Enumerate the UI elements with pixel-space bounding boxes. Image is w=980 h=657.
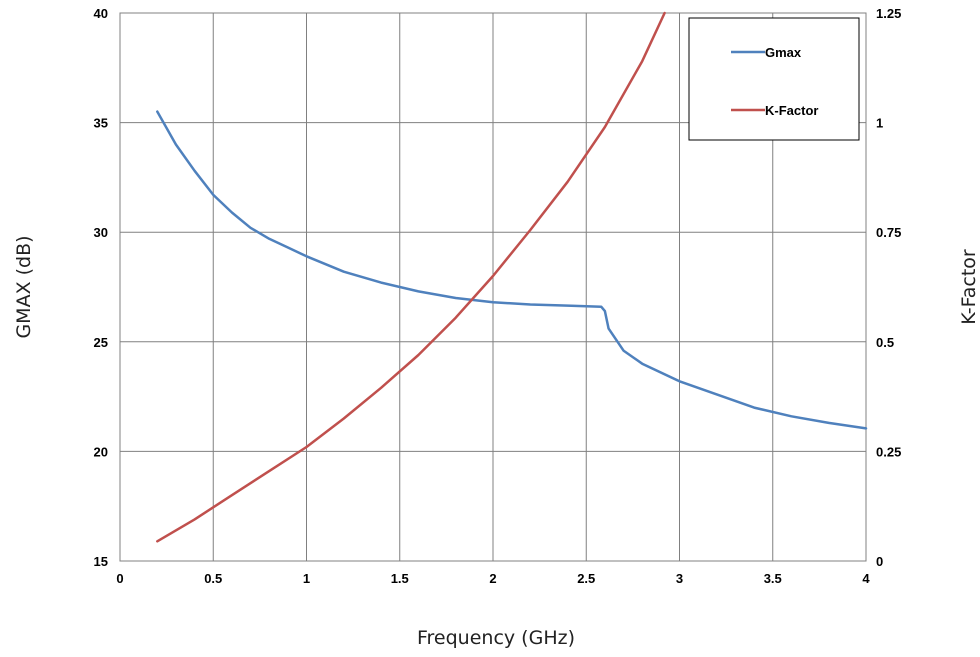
y2-tick-label: 0.5 — [876, 335, 894, 350]
legend-label: Gmax — [765, 45, 802, 60]
y-tick-label: 15 — [94, 554, 108, 569]
x-tick-label: 0.5 — [204, 571, 222, 586]
series-line-gmax — [156, 110, 868, 430]
legend: Gmax K-Factor — [688, 17, 860, 141]
y2-tick-label: 1.25 — [876, 6, 901, 21]
series-lines — [156, 11, 868, 543]
x-axis-ticks: 0 0.5 1 1.5 2 2.5 3 3.5 4 — [116, 571, 870, 586]
x-tick-label: 2 — [489, 571, 496, 586]
x-axis-title: Frequency (GHz) — [417, 627, 575, 649]
x-tick-label: 0 — [116, 571, 123, 586]
y2-tick-label: 0.25 — [876, 444, 901, 459]
y2-tick-label: 1 — [876, 116, 883, 131]
x-tick-label: 3 — [676, 571, 683, 586]
series-line-k-factor — [156, 11, 666, 543]
x-tick-label: 3.5 — [764, 571, 782, 586]
x-tick-label: 2.5 — [577, 571, 595, 586]
y2-axis-title: K-Factor — [958, 249, 980, 325]
y2-tick-label: 0 — [876, 554, 883, 569]
y2-axis-ticks: 0 0.25 0.5 0.75 1 1.25 — [876, 6, 901, 569]
y-tick-label: 20 — [94, 444, 108, 459]
y-tick-label: 25 — [94, 335, 108, 350]
x-tick-label: 1.5 — [391, 571, 409, 586]
x-tick-label: 4 — [862, 571, 870, 586]
y2-tick-label: 0.75 — [876, 225, 901, 240]
legend-box — [688, 17, 860, 141]
plot-frame — [119, 12, 867, 562]
y-axis-title: GMAX (dB) — [13, 235, 35, 338]
legend-label: K-Factor — [765, 103, 818, 118]
y-tick-label: 40 — [94, 6, 108, 21]
y-axis-ticks: 15 20 25 30 35 40 — [94, 6, 108, 569]
x-tick-label: 1 — [303, 571, 310, 586]
y-tick-label: 35 — [94, 116, 108, 131]
y-tick-label: 30 — [94, 225, 108, 240]
